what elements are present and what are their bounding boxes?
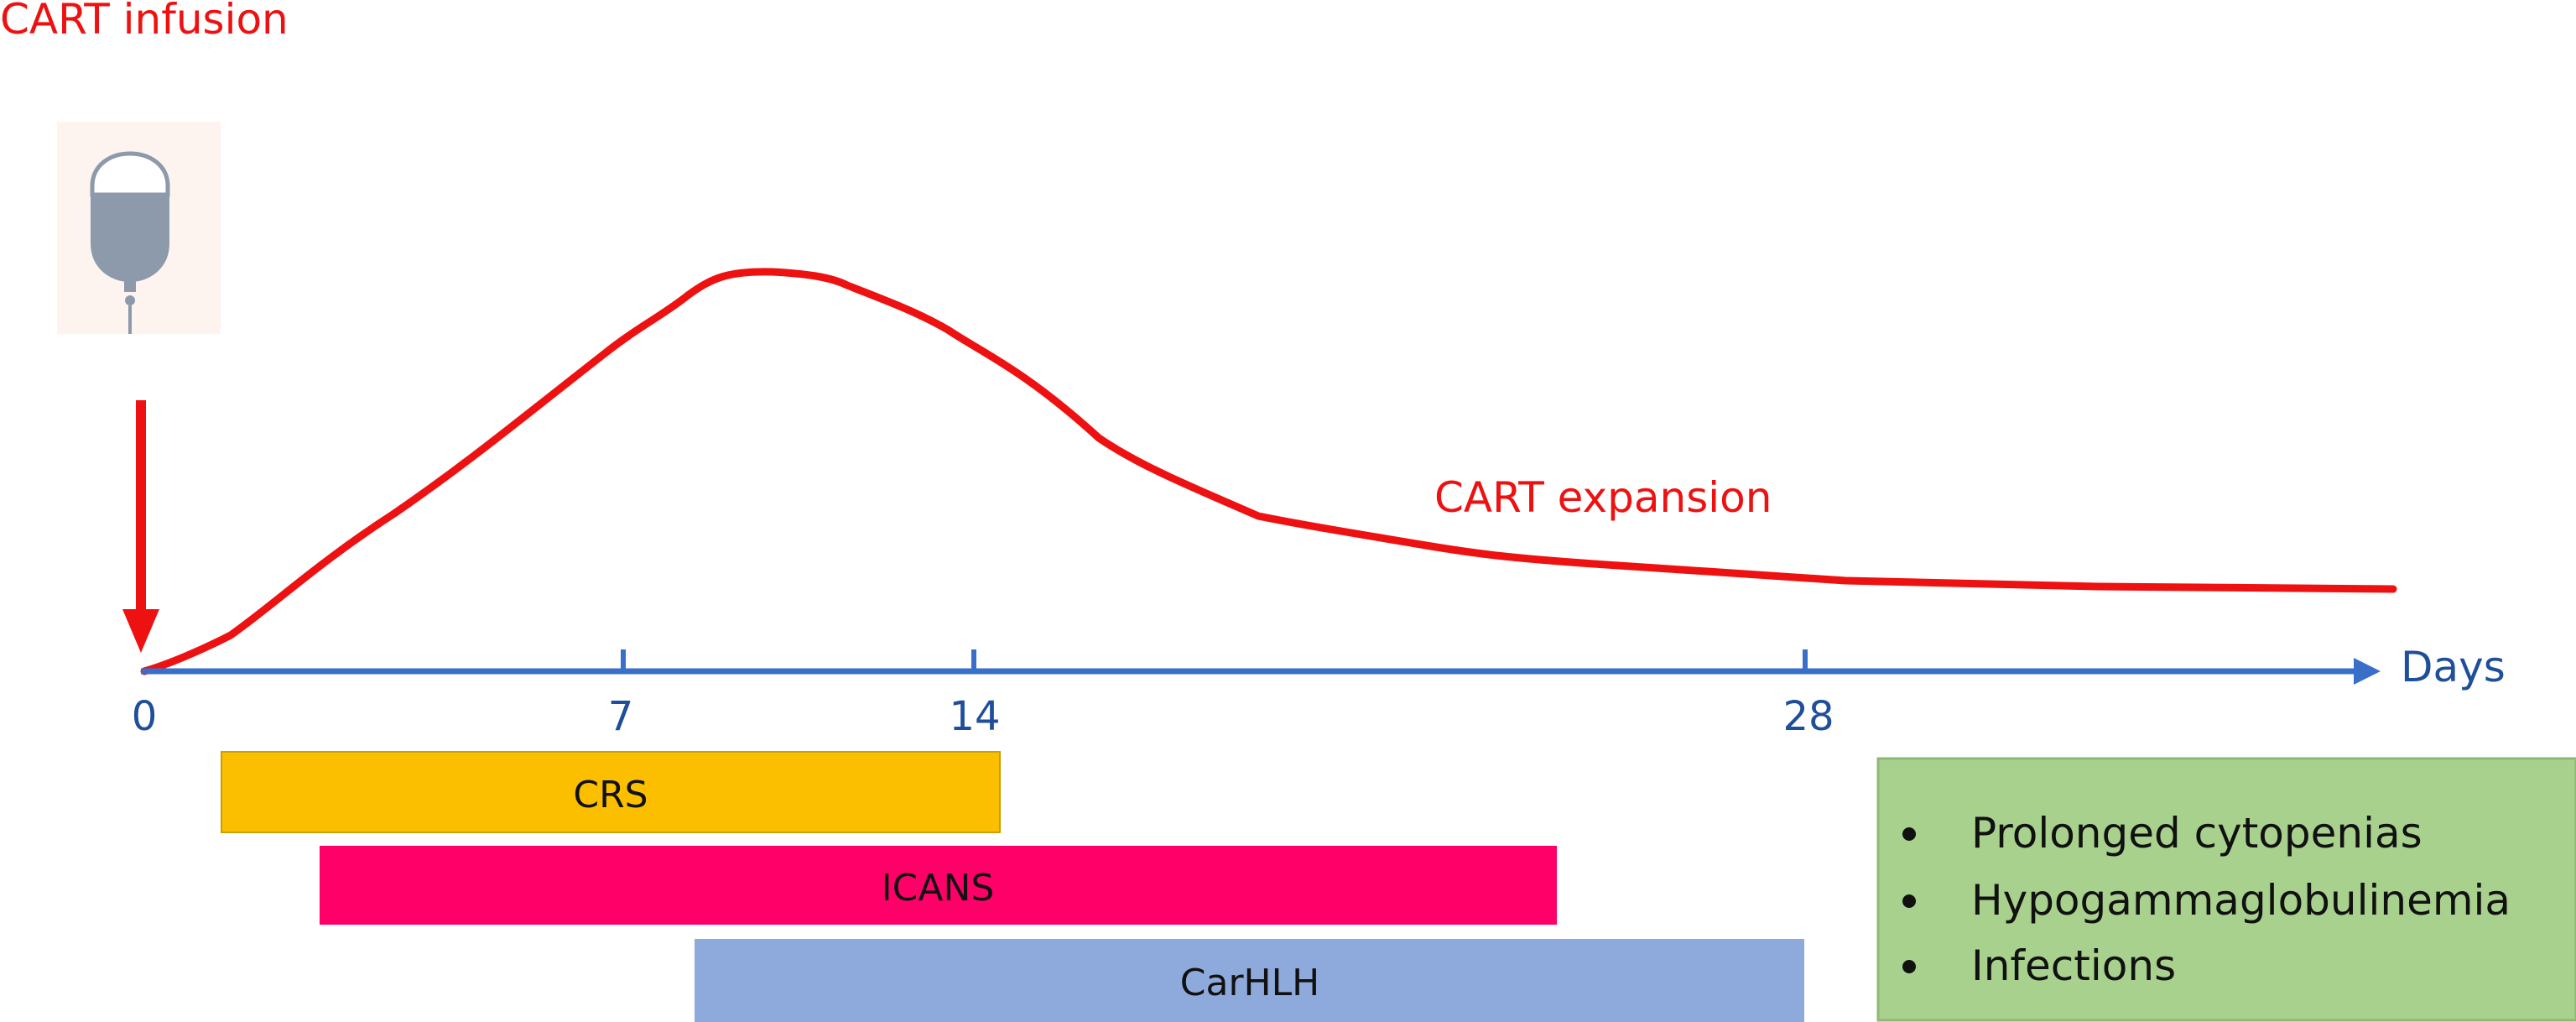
cart-expansion-curve: [140, 268, 2397, 675]
icans-bar: ICANS: [320, 846, 1557, 925]
infusion-arrow: [122, 400, 159, 653]
bullet-dot: [1902, 827, 1916, 841]
carhlh-bar-label: CarHLH: [1180, 962, 1319, 1004]
late-effects-box: Prolonged cytopenias Hypogammaglobulinem…: [1876, 757, 2576, 1022]
axis-ticks: [621, 649, 1808, 671]
tick-label-0: 0: [132, 693, 158, 740]
axis-label: Days: [2401, 643, 2506, 691]
curve-label: CART expansion: [1434, 473, 1772, 522]
axis-arrowhead: [2354, 658, 2381, 685]
carhlh-bar: CarHLH: [695, 939, 1804, 1022]
infusion-label: CART infusion: [0, 0, 289, 44]
bullet-dot: [1902, 960, 1916, 973]
late-effect-item: Hypogammaglobulinemia: [1971, 876, 2511, 925]
crs-bar-fill: [221, 751, 1001, 833]
carhlh-bar-fill: [695, 939, 1804, 1022]
crs-bar-label: CRS: [573, 774, 648, 816]
icans-bar-fill: [320, 846, 1557, 925]
bullet-dot: [1902, 894, 1916, 908]
iv-bag-icon: [57, 122, 221, 334]
tick-label-14: 14: [949, 693, 1000, 740]
crs-bar: CRS: [221, 751, 1001, 833]
tick-label-28: 28: [1782, 693, 1834, 740]
tick-label-7: 7: [608, 693, 634, 740]
late-effect-item: Infections: [1971, 941, 2176, 990]
icans-bar-label: ICANS: [882, 867, 995, 910]
late-effect-item: Prolonged cytopenias: [1971, 809, 2422, 858]
late-effects-fill: [1876, 757, 2576, 1022]
